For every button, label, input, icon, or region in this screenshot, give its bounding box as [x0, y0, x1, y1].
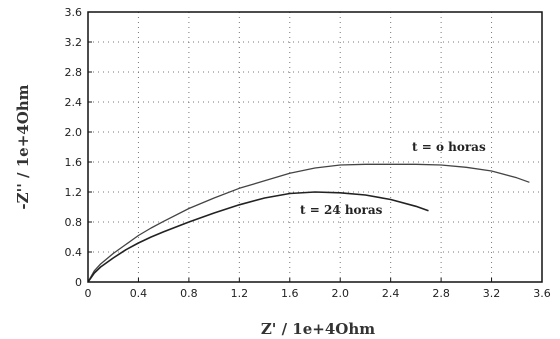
x-axis-title: Z' / 1e+4Ohm: [261, 320, 375, 338]
x-tick-label: 0.4: [130, 287, 148, 300]
y-tick-label: 2.4: [65, 96, 83, 109]
series-line-0: [87, 163, 530, 283]
y-tick-label: 2.8: [65, 66, 83, 79]
y-tick-label: 3.2: [65, 36, 83, 49]
series-label-t24: t = 24 horas: [300, 203, 383, 217]
x-tick-label: 3.6: [533, 287, 551, 300]
x-axis-ticks: 0 0.4 0.8 1.2 1.6 2.0 2.4 2.8 3.2 3.6: [85, 278, 551, 300]
y-tick-label: 2.0: [65, 126, 83, 139]
y-tick-label: 0: [75, 276, 82, 289]
x-tick-label: 0: [85, 287, 92, 300]
y-axis-title: -Z'' / 1e+4Ohm: [14, 84, 32, 209]
x-tick-label: 1.2: [231, 287, 249, 300]
x-tick-label: 2.0: [331, 287, 349, 300]
series-lines: [87, 163, 530, 283]
y-tick-label: 0.4: [65, 246, 83, 259]
x-tick-label: 2.4: [382, 287, 400, 300]
y-axis-ticks: 0 0.4 0.8 1.2 1.6 2.0 2.4 2.8 3.2 3.6: [65, 6, 92, 289]
y-tick-label: 0.8: [65, 216, 83, 229]
y-tick-label: 3.6: [65, 6, 83, 19]
x-tick-label: 1.6: [281, 287, 299, 300]
x-tick-label: 0.8: [180, 287, 198, 300]
series-line-1: [87, 191, 429, 283]
x-tick-label: 2.8: [432, 287, 450, 300]
plot-area-frame: [87, 11, 543, 283]
y-tick-label: 1.2: [65, 186, 83, 199]
series-label-t0: t = o horas: [412, 140, 486, 154]
y-tick-label: 1.6: [65, 156, 83, 169]
x-tick-label: 3.2: [483, 287, 501, 300]
